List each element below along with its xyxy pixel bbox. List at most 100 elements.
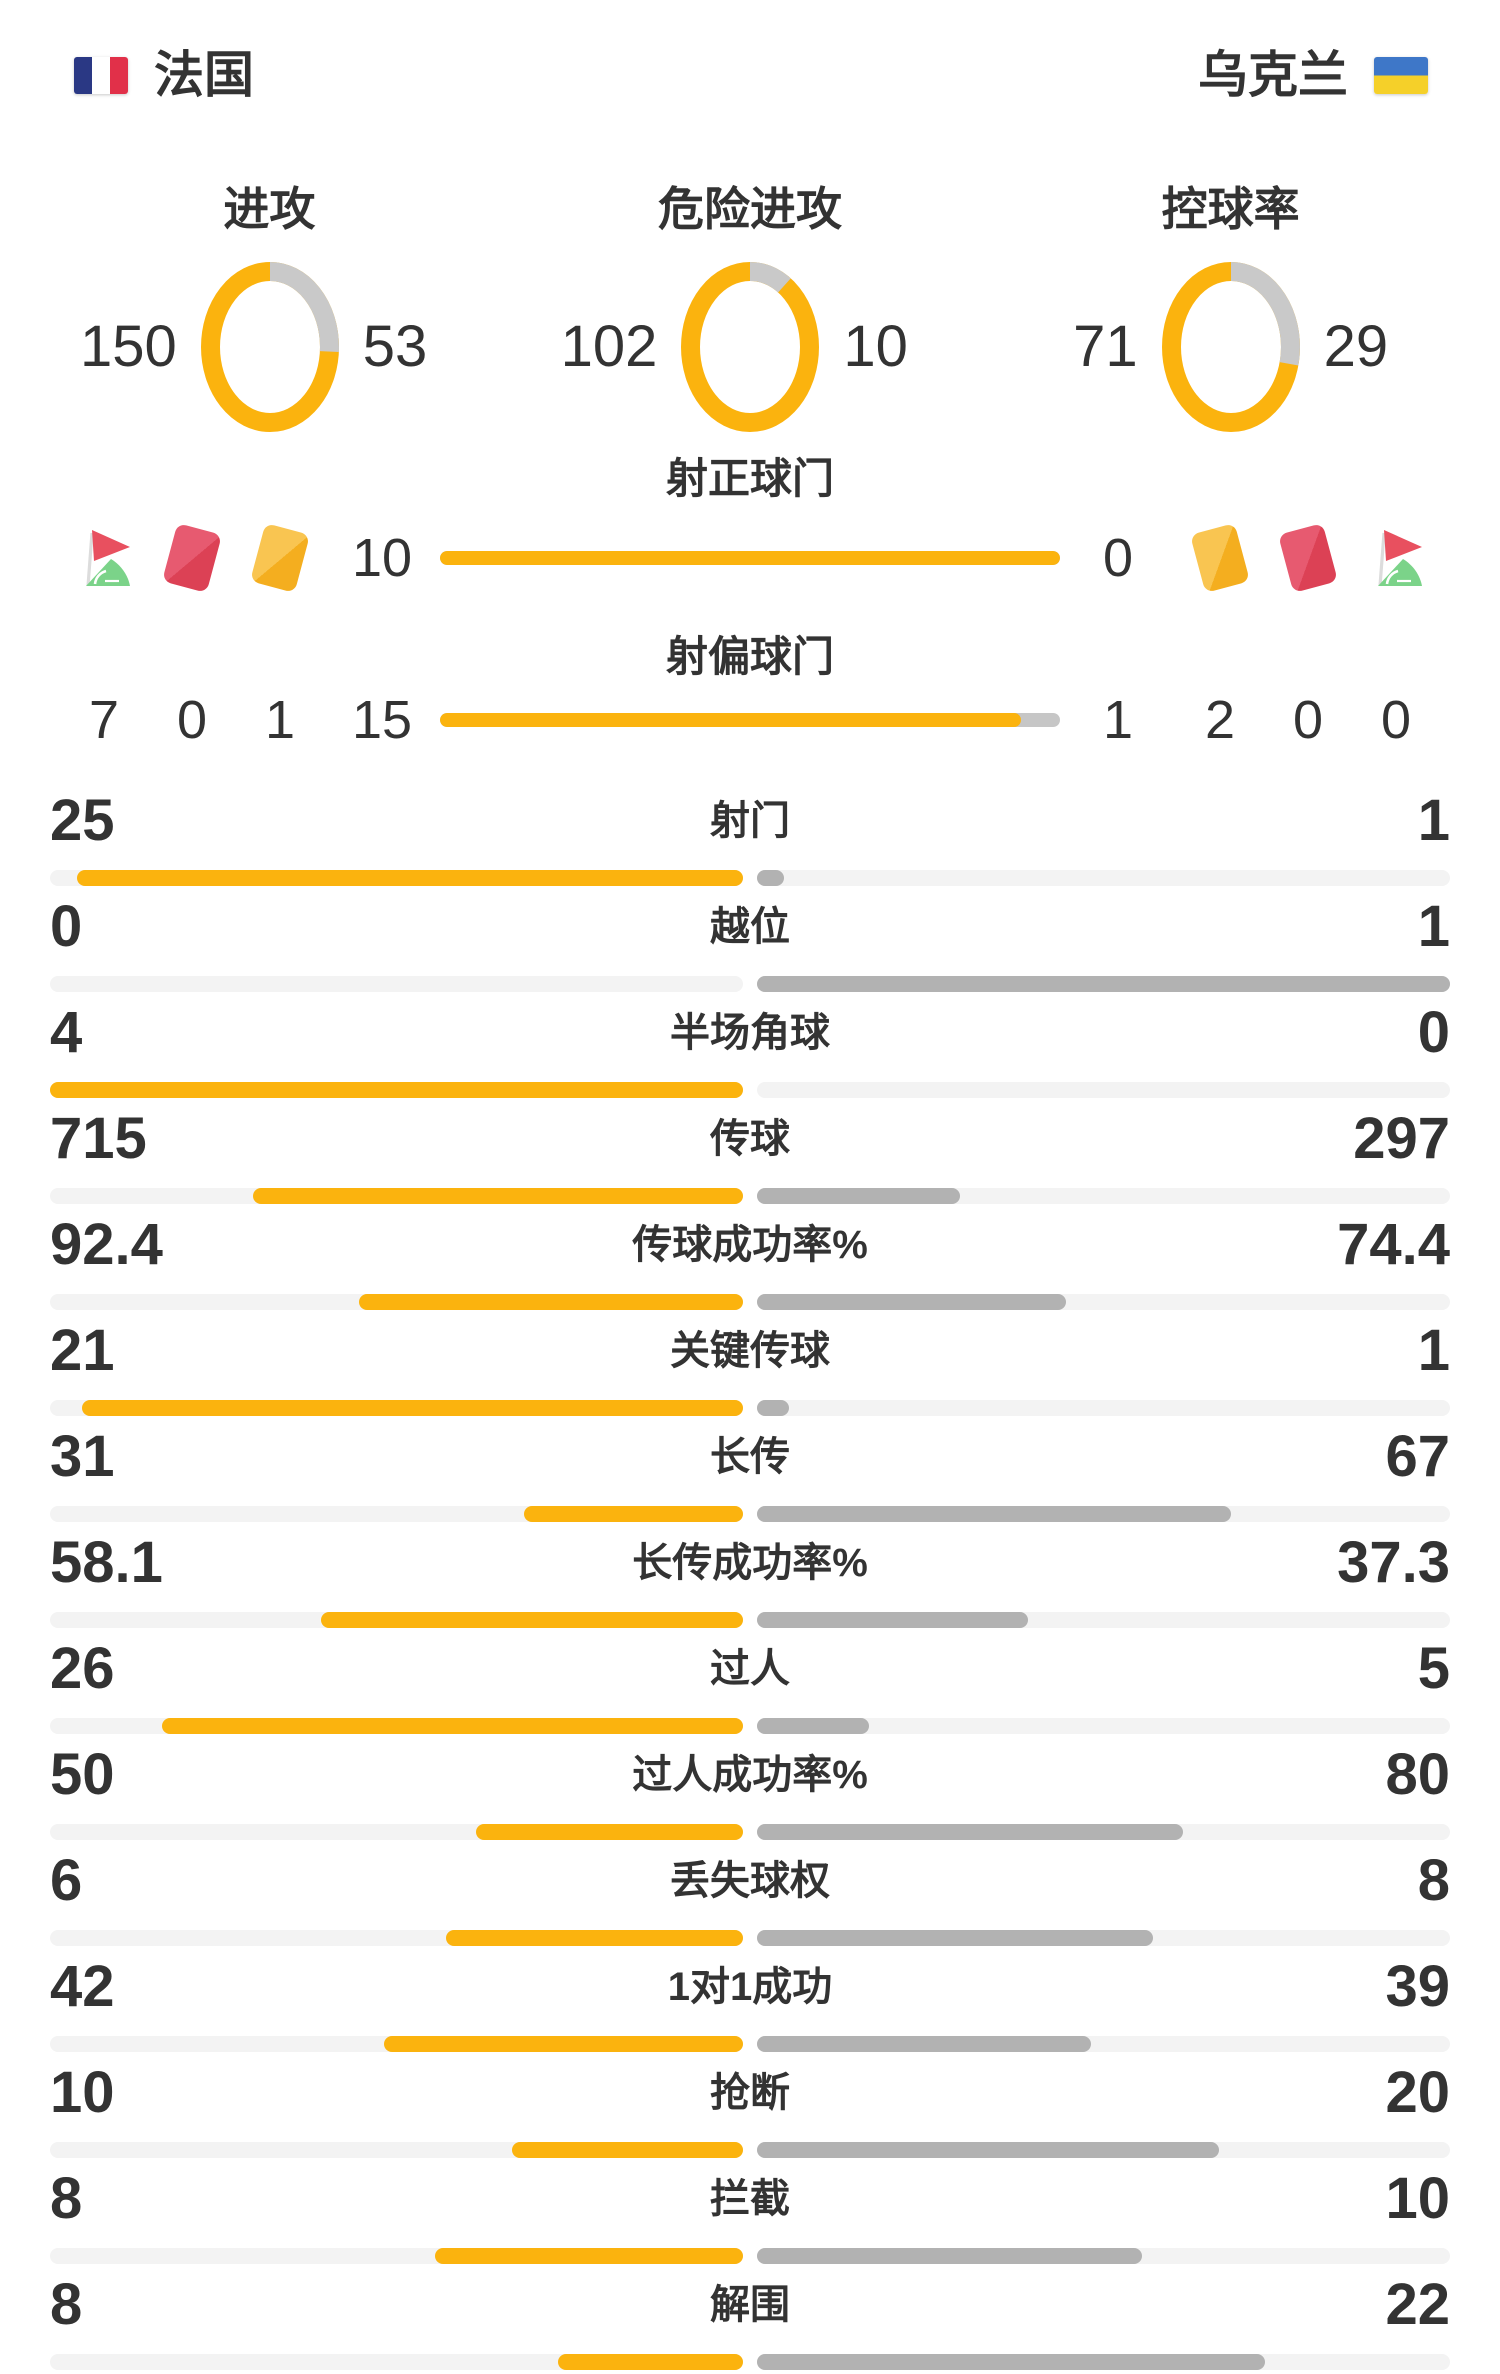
france-flag-icon [74, 56, 128, 94]
stat-away-value: 67 [1385, 1424, 1450, 1489]
away-bar-fill [757, 1506, 1231, 1522]
stat-row: 42 1对1成功 39 [50, 1950, 1450, 2056]
away-bar-track [757, 1294, 1450, 1310]
away-bar-track [757, 1930, 1450, 1946]
away-bar-track [757, 1082, 1450, 1098]
stat-row: 8 拦截 10 [50, 2162, 1450, 2268]
stat-label: 过人 [710, 1647, 790, 1691]
away-bar-fill [757, 2142, 1219, 2158]
away-yellow-cards-count: 2 [1204, 690, 1236, 750]
home-bar-fill [435, 2248, 743, 2264]
stat-home-value: 21 [50, 1318, 115, 1383]
home-team: 法国 [74, 50, 254, 100]
away-bar-track [757, 1400, 1450, 1416]
donut-ring-chart [200, 262, 339, 432]
home-red-cards-count: 0 [176, 690, 208, 750]
away-bar-fill [757, 1188, 961, 1204]
stat-away-value: 1 [1417, 788, 1450, 853]
stat-label: 长传 [710, 1435, 790, 1479]
home-bar-track [50, 1718, 743, 1734]
away-team: 乌克兰 [1198, 50, 1428, 100]
stat-label: 半场角球 [670, 1011, 830, 1055]
stat-bar [50, 1082, 1450, 1098]
donut-attacks: 进攻 150 53 [36, 186, 503, 432]
donut-home-value: 102 [560, 314, 658, 379]
stat-bar [50, 1294, 1450, 1310]
stat-away-value: 1 [1417, 894, 1450, 959]
shots-off-target-label: 射偏球门 [665, 633, 834, 680]
donut-charts-section: 进攻 150 53 危险进攻 102 10 控球率 71 [0, 186, 1500, 432]
away-bar-track [757, 2142, 1450, 2158]
home-bar-track [50, 2036, 743, 2052]
stat-home-value: 58.1 [50, 1530, 163, 1595]
stat-bar [50, 1718, 1450, 1734]
home-bar-track [50, 1188, 743, 1204]
stat-home-value: 50 [50, 1742, 115, 1807]
home-bar-track [50, 976, 743, 992]
stat-row: 10 抢断 20 [50, 2056, 1450, 2162]
away-bar-fill [757, 1824, 1184, 1840]
home-bar-fill [161, 1718, 743, 1734]
shots-on-target-bar [440, 551, 1060, 565]
donut-ring-chart [681, 262, 820, 432]
away-bar-fill [757, 870, 784, 886]
stat-row: 50 过人成功率% 80 [50, 1738, 1450, 1844]
stat-row: 92.4 传球成功率% 74.4 [50, 1208, 1450, 1314]
stat-row: 6 丢失球权 8 [50, 1844, 1450, 1950]
home-bar-fill [523, 1506, 743, 1522]
home-bar-track [50, 1082, 743, 1098]
stat-home-value: 4 [50, 1000, 83, 1065]
stat-row: 25 射门 1 [50, 784, 1450, 890]
stats-list: 25 射门 1 0 越位 1 4 半场角球 0 [0, 784, 1500, 2374]
donut-title: 进攻 [223, 183, 316, 235]
home-bar-track [50, 2248, 743, 2264]
stat-bar [50, 2036, 1450, 2052]
home-bar-fill [476, 1824, 743, 1840]
shots-off-away-value: 1 [1102, 690, 1134, 750]
stat-away-value: 37.3 [1337, 1530, 1450, 1595]
away-bar-fill [757, 2036, 1091, 2052]
away-bar-track [757, 2036, 1450, 2052]
stat-label: 解围 [710, 2283, 790, 2327]
stat-row: 715 传球 297 [50, 1102, 1450, 1208]
home-bar-fill [253, 1188, 743, 1204]
away-team-name: 乌克兰 [1198, 47, 1348, 103]
stat-home-value: 92.4 [50, 1212, 163, 1277]
red-card-icon [162, 523, 222, 593]
away-red-cards-count: 0 [1292, 690, 1324, 750]
away-bar-fill [757, 1718, 869, 1734]
stat-away-value: 5 [1417, 1636, 1450, 1701]
away-bar-fill [757, 1400, 789, 1416]
stat-away-value: 20 [1385, 2060, 1450, 2125]
yellow-card-icon [250, 523, 310, 593]
stat-away-value: 39 [1385, 1954, 1450, 2019]
stat-label: 1对1成功 [667, 1965, 833, 2009]
shots-on-away-value: 0 [1102, 528, 1134, 588]
stat-bar [50, 976, 1450, 992]
away-bar-fill [757, 1930, 1153, 1946]
stat-bar [50, 870, 1450, 886]
away-bar-track [757, 2248, 1450, 2264]
stat-bar [50, 1824, 1450, 1840]
stat-away-value: 74.4 [1337, 1212, 1450, 1277]
away-bar-fill [757, 2354, 1266, 2370]
stat-label: 丢失球权 [670, 1859, 830, 1903]
stat-row: 4 半场角球 0 [50, 996, 1450, 1102]
stat-away-value: 22 [1385, 2272, 1450, 2337]
stat-label: 拦截 [710, 2177, 790, 2221]
stat-label: 越位 [710, 905, 790, 949]
home-bar-track [50, 1930, 743, 1946]
stat-away-value: 8 [1417, 1848, 1450, 1913]
stat-home-value: 25 [50, 788, 115, 853]
stat-away-value: 0 [1417, 1000, 1450, 1065]
shots-off-target-bar [440, 713, 1060, 727]
stat-label: 过人成功率% [632, 1753, 868, 1797]
stat-away-value: 10 [1385, 2166, 1450, 2231]
home-corners-count: 7 [88, 690, 120, 750]
home-bar-track [50, 1824, 743, 1840]
stat-away-value: 1 [1417, 1318, 1450, 1383]
away-bar-track [757, 870, 1450, 886]
stat-bar [50, 2354, 1450, 2370]
stat-home-value: 8 [50, 2272, 83, 2337]
